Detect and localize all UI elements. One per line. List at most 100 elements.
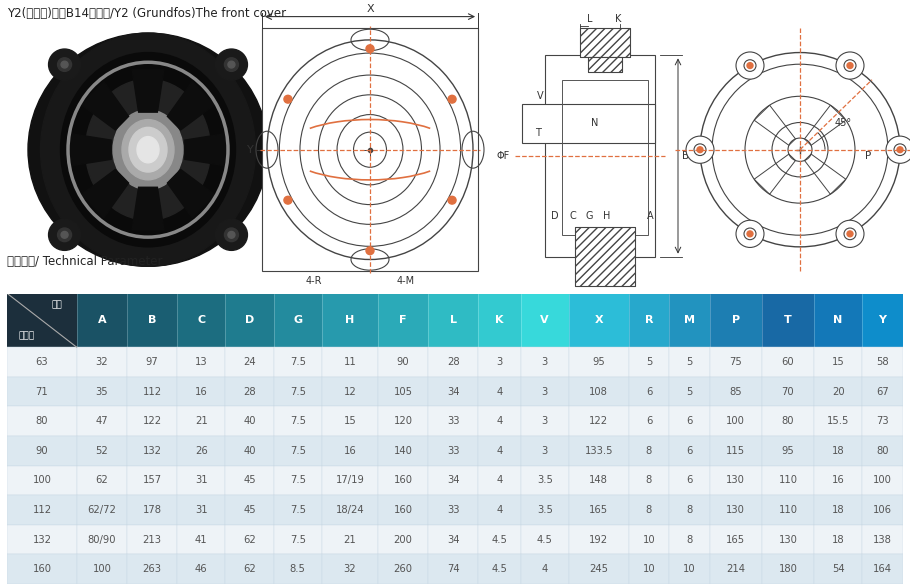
- Bar: [762, 377, 814, 406]
- Text: 35: 35: [96, 387, 108, 397]
- Bar: [378, 436, 428, 465]
- Text: 71: 71: [35, 387, 48, 397]
- Text: 33: 33: [447, 446, 460, 456]
- Bar: [126, 348, 177, 377]
- Text: A: A: [647, 211, 653, 221]
- Text: 4.5: 4.5: [491, 564, 507, 574]
- Text: K: K: [615, 14, 622, 25]
- Bar: [126, 406, 177, 436]
- Text: 52: 52: [96, 446, 108, 456]
- Bar: [669, 294, 710, 348]
- Text: C: C: [570, 211, 576, 221]
- Text: 165: 165: [726, 535, 745, 545]
- Text: 54: 54: [832, 564, 844, 574]
- Bar: [274, 465, 322, 495]
- Text: Y: Y: [248, 145, 254, 155]
- Text: 4: 4: [541, 564, 548, 574]
- Text: M: M: [684, 315, 695, 325]
- Bar: [76, 294, 126, 348]
- Bar: [378, 294, 428, 348]
- Text: K: K: [495, 315, 503, 325]
- Bar: [126, 495, 177, 525]
- Text: N: N: [834, 315, 843, 325]
- Text: 3: 3: [541, 387, 548, 397]
- Bar: [226, 348, 274, 377]
- Bar: [521, 436, 569, 465]
- Bar: [710, 406, 762, 436]
- Bar: [7, 525, 76, 555]
- Bar: [814, 294, 862, 348]
- Circle shape: [448, 196, 456, 204]
- Bar: [274, 436, 322, 465]
- Text: Y2(格兰富)系列B14前端盖/Y2 (Grundfos)The front cover: Y2(格兰富)系列B14前端盖/Y2 (Grundfos)The front c…: [7, 7, 287, 20]
- Bar: [262, 28, 478, 271]
- Bar: [862, 495, 903, 525]
- Bar: [322, 525, 378, 555]
- Bar: [76, 465, 126, 495]
- Text: 6: 6: [686, 446, 693, 456]
- Bar: [478, 555, 521, 584]
- Text: 63: 63: [35, 357, 48, 367]
- Text: 4: 4: [496, 446, 502, 456]
- Text: 33: 33: [447, 416, 460, 426]
- Bar: [710, 525, 762, 555]
- Text: 3.5: 3.5: [537, 505, 552, 515]
- Text: 192: 192: [589, 535, 608, 545]
- Text: 4: 4: [496, 416, 502, 426]
- Bar: [226, 495, 274, 525]
- Text: 67: 67: [876, 387, 889, 397]
- Circle shape: [284, 196, 292, 204]
- Bar: [629, 348, 669, 377]
- Bar: [428, 555, 478, 584]
- Bar: [814, 436, 862, 465]
- Text: X: X: [594, 315, 603, 325]
- Text: 31: 31: [195, 505, 207, 515]
- Text: 106: 106: [873, 505, 892, 515]
- Text: 24: 24: [243, 357, 256, 367]
- Bar: [710, 465, 762, 495]
- Bar: [7, 406, 76, 436]
- Text: F: F: [399, 315, 407, 325]
- Circle shape: [57, 228, 72, 242]
- Bar: [710, 348, 762, 377]
- Bar: [478, 294, 521, 348]
- Text: 12: 12: [343, 387, 356, 397]
- Bar: [862, 465, 903, 495]
- Bar: [226, 436, 274, 465]
- Text: 60: 60: [782, 357, 794, 367]
- Bar: [575, 227, 635, 286]
- Circle shape: [886, 136, 910, 163]
- Text: 165: 165: [589, 505, 608, 515]
- Text: 62/72: 62/72: [87, 505, 116, 515]
- Text: A: A: [97, 315, 106, 325]
- Text: 105: 105: [393, 387, 412, 397]
- Bar: [762, 555, 814, 584]
- Text: 80/90: 80/90: [87, 535, 116, 545]
- Bar: [478, 525, 521, 555]
- Text: 7.5: 7.5: [289, 535, 306, 545]
- Polygon shape: [69, 133, 111, 166]
- Bar: [177, 348, 226, 377]
- Bar: [126, 436, 177, 465]
- Text: 214: 214: [726, 564, 745, 574]
- Text: L: L: [450, 315, 457, 325]
- Circle shape: [228, 231, 235, 238]
- Bar: [669, 495, 710, 525]
- Circle shape: [225, 228, 238, 242]
- Text: 18/24: 18/24: [336, 505, 364, 515]
- Bar: [629, 377, 669, 406]
- Text: 180: 180: [778, 564, 797, 574]
- Text: 21: 21: [195, 416, 207, 426]
- Text: 7.5: 7.5: [289, 475, 306, 485]
- Bar: [177, 555, 226, 584]
- Bar: [814, 555, 862, 584]
- Text: N: N: [592, 119, 599, 129]
- Bar: [762, 525, 814, 555]
- Text: 130: 130: [778, 535, 797, 545]
- Text: P: P: [732, 315, 740, 325]
- Bar: [710, 294, 762, 348]
- Text: 5: 5: [686, 387, 693, 397]
- Circle shape: [747, 231, 753, 237]
- Bar: [428, 525, 478, 555]
- Text: 157: 157: [143, 475, 162, 485]
